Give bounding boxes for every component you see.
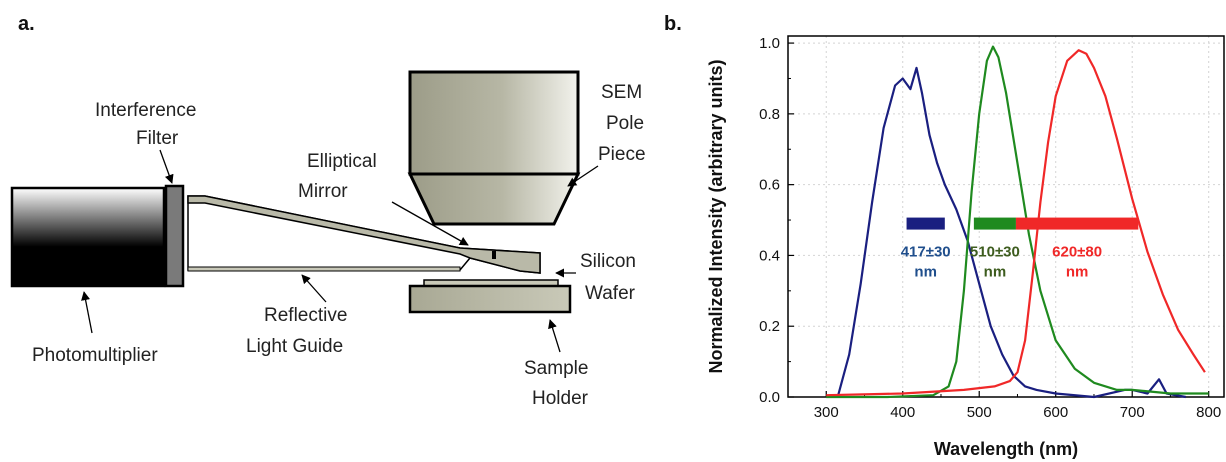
label-sample: Sample <box>524 358 588 379</box>
arrow-pole-piece <box>567 165 599 187</box>
light-guide-floor <box>187 266 461 272</box>
spectra-chart: 300 400 500 600 700 800 0.0 0.2 0.4 0.6 0.8 1.0 41… <box>706 35 1225 459</box>
band-label-red: 620±80 <box>1052 244 1102 261</box>
label-light-guide: Light Guide <box>246 336 343 357</box>
arrow-photomultiplier <box>81 291 93 334</box>
label-sem: SEM <box>601 82 642 103</box>
y-tick-label: 0.6 <box>759 177 780 194</box>
mirror-marker <box>492 251 496 259</box>
y-tick-label: 0.8 <box>759 106 780 123</box>
panel-a-label: a. <box>18 13 35 35</box>
x-tick-label: 400 <box>890 404 915 421</box>
band-label-blue: 417±30 <box>901 244 951 261</box>
series-line-green <box>826 45 1209 399</box>
band-unit-blue: nm <box>914 264 937 281</box>
x-tick-label: 300 <box>814 404 839 421</box>
y-tick-label: 0.0 <box>759 389 780 406</box>
interference-filter <box>164 184 185 288</box>
x-tick-label: 800 <box>1196 404 1221 421</box>
band-bar-red <box>1015 217 1139 230</box>
photomultiplier-body <box>10 186 166 288</box>
band-bar-green <box>973 217 1016 230</box>
label-holder: Holder <box>532 388 589 409</box>
y-axis-ticks: 0.0 0.2 0.4 0.6 0.8 1.0 <box>759 35 794 406</box>
series-line-blue <box>836 66 1186 399</box>
series-line-red <box>826 49 1206 397</box>
label-elliptical: Elliptical <box>307 151 377 172</box>
y-axis-title: Normalized Intensity (arbitrary units) <box>706 59 726 373</box>
y-tick-label: 1.0 <box>759 35 780 52</box>
label-interference: Interference <box>95 100 196 121</box>
band-unit-red: nm <box>1066 264 1089 281</box>
band-bar-blue <box>906 217 945 230</box>
label-pole: Pole <box>606 113 644 134</box>
x-tick-label: 500 <box>967 404 992 421</box>
label-wafer: Wafer <box>585 283 636 304</box>
label-silicon: Silicon <box>580 251 636 272</box>
x-tick-label: 700 <box>1120 404 1145 421</box>
arrow-mirror <box>391 201 469 246</box>
plot-frame <box>787 35 1225 398</box>
panel-b-label: b. <box>664 13 682 35</box>
x-tick-label: 600 <box>1043 404 1068 421</box>
elliptical-mirror <box>187 195 541 274</box>
arrow-filter <box>159 149 174 184</box>
arrow-sample-holder <box>548 319 561 353</box>
x-axis-title: Wavelength (nm) <box>934 439 1078 459</box>
sample-holder <box>408 284 572 314</box>
y-tick-label: 0.4 <box>759 247 780 264</box>
band-label-green: 510±30 <box>970 244 1020 261</box>
label-mirror: Mirror <box>298 181 348 202</box>
y-tick-label: 0.2 <box>759 318 780 335</box>
band-unit-green: nm <box>984 264 1007 281</box>
chart-bands: 417±30 nm 510±30 nm 620±80 nm <box>901 217 1139 281</box>
x-axis-ticks: 300 400 500 600 700 800 <box>814 391 1221 421</box>
label-filter: Filter <box>136 128 179 149</box>
arrow-light-guide <box>301 274 327 303</box>
label-photomultiplier: Photomultiplier <box>32 345 158 366</box>
chart-series <box>826 45 1209 399</box>
sem-pole-piece-upper <box>408 70 580 176</box>
label-piece: Piece <box>598 144 646 165</box>
label-reflective: Reflective <box>264 305 347 326</box>
sem-pole-piece-lower <box>407 172 581 226</box>
